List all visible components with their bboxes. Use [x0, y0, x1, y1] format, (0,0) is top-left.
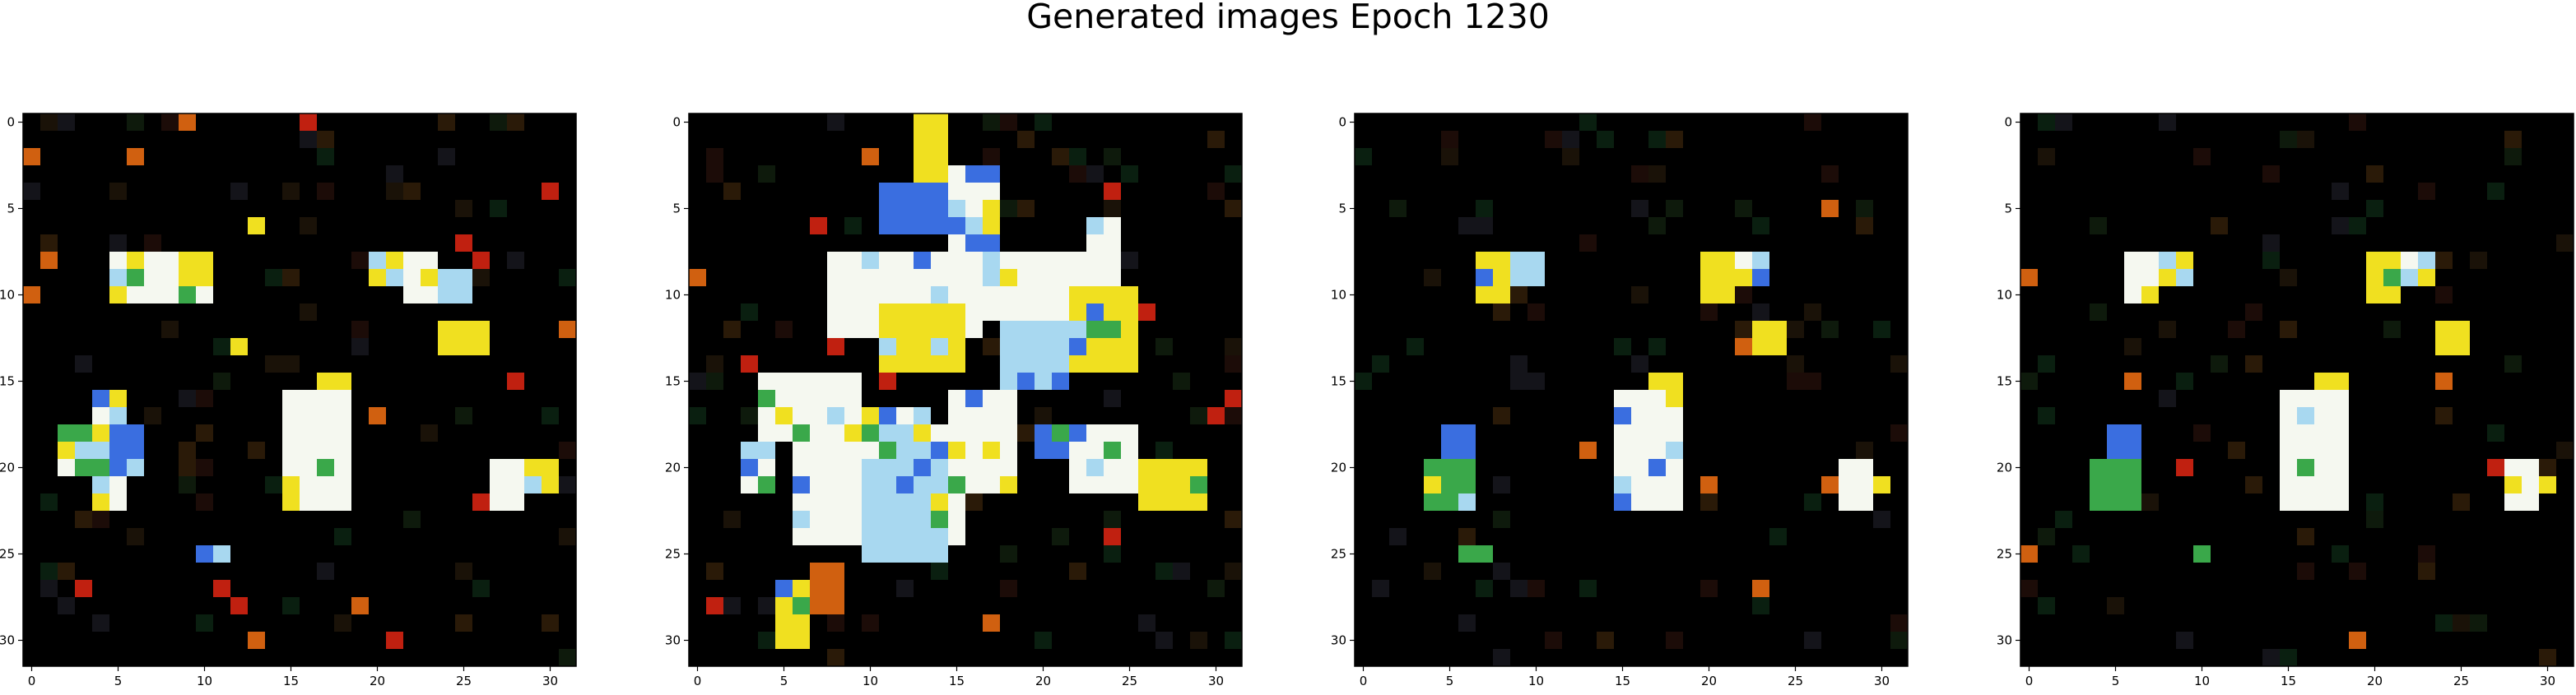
y-tick-label: 30: [1331, 633, 1346, 648]
axes-frame: [1354, 113, 1909, 667]
y-tick-label: 20: [0, 461, 15, 475]
y-tick-label: 5: [1338, 202, 1346, 216]
x-tick-label: 0: [2025, 674, 2034, 688]
x-tick-label: 25: [1122, 674, 1137, 688]
x-tick-label: 10: [197, 674, 212, 688]
y-tick-label: 20: [1331, 461, 1346, 475]
x-tick-label: 30: [1874, 674, 1890, 688]
pixel-grid: [1355, 114, 1909, 667]
y-tick-label: 30: [665, 633, 681, 648]
y-tick-label: 0: [2004, 115, 2012, 130]
x-tick-label: 25: [456, 674, 472, 688]
generated-image-panel-3: 0 5 10 15 20 25 30 0 5 10 15 20 25 30: [1331, 113, 1909, 688]
x-tick-label: 5: [780, 674, 788, 688]
x-tick-label: 15: [949, 674, 965, 688]
x-tick-label: 10: [2194, 674, 2210, 688]
x-tick-label: 20: [2367, 674, 2383, 688]
x-tick-label: 5: [114, 674, 123, 688]
y-tick-label: 15: [0, 374, 15, 389]
y-tick-label: 25: [1997, 547, 2012, 562]
x-tick-label: 0: [28, 674, 36, 688]
x-tick-label: 25: [1788, 674, 1803, 688]
y-tick-label: 0: [7, 115, 15, 130]
y-tick-label: 15: [665, 374, 681, 389]
x-tick-label: 25: [2453, 674, 2469, 688]
y-tick-label: 10: [1997, 288, 2012, 303]
generated-image-panel-1: 0 5 10 15 20 25 30 0 5 10 15 20 25 30: [0, 113, 577, 688]
x-tick-label: 15: [1615, 674, 1630, 688]
pixel-grid: [689, 114, 1243, 667]
x-tick-label: 5: [1446, 674, 1454, 688]
y-tick-label: 25: [665, 547, 681, 562]
x-tick-label: 15: [283, 674, 299, 688]
generated-image-panel-4: 0 5 10 15 20 25 30 0 5 10 15 20 25 30: [1997, 113, 2574, 688]
y-tick-label: 15: [1997, 374, 2012, 389]
x-tick-label: 20: [1701, 674, 1717, 688]
y-tick-label: 0: [672, 115, 681, 130]
y-tick-label: 5: [7, 202, 15, 216]
pixel-grid: [23, 114, 577, 667]
y-tick-label: 30: [1997, 633, 2012, 648]
axes-frame: [688, 113, 1243, 667]
x-tick-label: 30: [2540, 674, 2555, 688]
y-tick-label: 10: [0, 288, 15, 303]
x-tick-label: 20: [370, 674, 385, 688]
figure-title: Generated images Epoch 1230: [1026, 0, 1550, 36]
x-tick-label: 15: [2281, 674, 2296, 688]
x-tick-label: 20: [1035, 674, 1051, 688]
y-tick-label: 30: [0, 633, 15, 648]
axes-frame: [22, 113, 577, 667]
x-tick-label: 0: [694, 674, 702, 688]
y-tick-label: 25: [1331, 547, 1346, 562]
pixel-grid: [2020, 114, 2574, 667]
y-tick-label: 5: [2004, 202, 2012, 216]
x-tick-label: 10: [863, 674, 878, 688]
x-tick-label: 5: [2112, 674, 2120, 688]
y-tick-label: 10: [665, 288, 681, 303]
y-tick-label: 5: [672, 202, 681, 216]
y-tick-label: 20: [665, 461, 681, 475]
axes-frame: [2020, 113, 2574, 667]
y-tick-label: 10: [1331, 288, 1346, 303]
y-tick-label: 0: [1338, 115, 1346, 130]
x-tick-label: 30: [1208, 674, 1224, 688]
y-tick-label: 15: [1331, 374, 1346, 389]
y-tick-label: 20: [1997, 461, 2012, 475]
x-tick-label: 0: [1360, 674, 1368, 688]
x-tick-label: 30: [542, 674, 558, 688]
generated-image-panel-2: 0 5 10 15 20 25 30 0 5 10 15 20 25 30: [665, 113, 1243, 688]
y-tick-label: 25: [0, 547, 15, 562]
x-tick-label: 10: [1528, 674, 1544, 688]
